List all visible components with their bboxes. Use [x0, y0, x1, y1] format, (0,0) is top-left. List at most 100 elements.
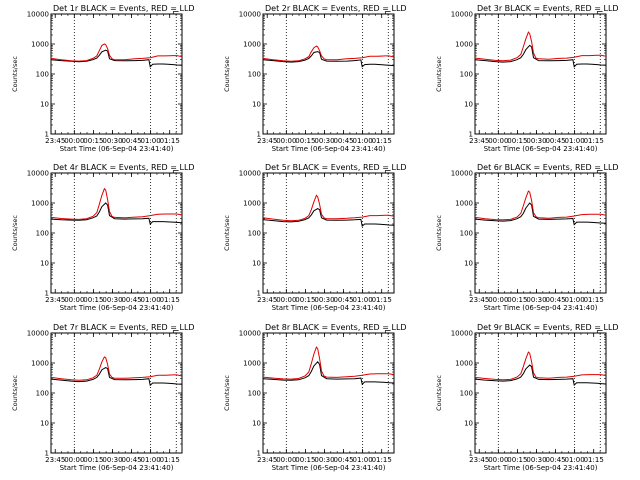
- y-tick-label: 1000: [243, 200, 261, 208]
- chart-panel-1: Det 1r BLACK = Events, RED = LLD⌐ 1 10 100 1…: [11, 4, 195, 153]
- x-tick-label: 00:15: [295, 296, 315, 304]
- corner-marker: ⌐: [384, 167, 392, 177]
- x-tick-label: 01:00: [141, 296, 161, 304]
- x-tick-label: 23:45: [257, 296, 277, 304]
- chart-panel-9: Det 9r BLACK = Events, RED = LLD⌐ 1 10 100 1…: [435, 323, 619, 472]
- x-tick-label: 00:45: [545, 456, 565, 464]
- y-tick-label: 1: [257, 450, 261, 458]
- x-tick-label: 00:00: [64, 456, 84, 464]
- y-axis-label: Counts/sec: [223, 56, 231, 92]
- x-tick-label: 01:00: [565, 296, 585, 304]
- y-tick-label: 1000: [455, 200, 473, 208]
- x-tick-label: 00:45: [545, 296, 565, 304]
- x-tick-label: 23:45: [45, 456, 65, 464]
- chart-title: Det 1r BLACK = Events, RED = LLD: [53, 4, 195, 13]
- x-tick-label: 01:00: [353, 456, 373, 464]
- y-tick-label: 1: [45, 450, 49, 458]
- series-line-events: [262, 208, 395, 228]
- corner-marker: ⌐: [172, 8, 180, 18]
- x-tick-label: 00:00: [488, 456, 508, 464]
- x-axis-label: Start Time (06-Sep-04 23:41:40): [484, 304, 598, 312]
- y-tick-label: 10000: [27, 330, 49, 338]
- y-tick-label: 100: [460, 71, 473, 79]
- x-tick-label: 00:30: [526, 456, 546, 464]
- x-tick-label: 00:30: [102, 296, 122, 304]
- x-tick-label: 00:15: [295, 456, 315, 464]
- chart-panel-7: Det 7r BLACK = Events, RED = LLD⌐ 1 10 100 1…: [11, 323, 195, 472]
- corner-marker: ⌐: [596, 8, 604, 18]
- x-tick-label: 00:30: [314, 456, 334, 464]
- x-tick-label: 00:15: [507, 296, 527, 304]
- plot-frame: [262, 172, 395, 294]
- y-tick-label: 10000: [451, 11, 473, 19]
- x-tick-label: 01:00: [141, 137, 161, 145]
- series-line-events: [474, 202, 607, 226]
- plot-frame: [50, 13, 183, 135]
- chart-title: Det 5r BLACK = Events, RED = LLD: [265, 163, 407, 172]
- chart-title: Det 7r BLACK = Events, RED = LLD: [53, 323, 195, 332]
- series-line-events: [262, 51, 395, 68]
- y-tick-label: 1000: [455, 360, 473, 368]
- y-axis-label: Counts/sec: [11, 375, 19, 411]
- x-tick-label: 01:15: [372, 137, 392, 145]
- y-axis-label: Counts/sec: [435, 375, 443, 411]
- x-tick-label: 00:30: [102, 137, 122, 145]
- y-axis-label: Counts/sec: [223, 215, 231, 251]
- x-tick-label: 00:00: [276, 296, 296, 304]
- y-tick-label: 10000: [451, 170, 473, 178]
- x-tick-label: 00:15: [83, 296, 103, 304]
- plot-frame: [50, 332, 183, 454]
- y-tick-label: 1: [469, 290, 473, 298]
- y-axis-label: Counts/sec: [435, 56, 443, 92]
- series-line-events: [50, 367, 183, 387]
- y-tick-label: 10: [40, 101, 49, 109]
- x-tick-label: 01:00: [565, 456, 585, 464]
- corner-marker: ⌐: [384, 8, 392, 18]
- series-line-events: [474, 44, 607, 68]
- x-tick-label: 01:15: [584, 456, 604, 464]
- y-tick-label: 10: [464, 420, 473, 428]
- plot-frame: [474, 172, 607, 294]
- y-tick-label: 10000: [451, 330, 473, 338]
- x-tick-label: 00:45: [121, 456, 141, 464]
- x-axis-label: Start Time (06-Sep-04 23:41:40): [484, 145, 598, 153]
- y-tick-label: 100: [36, 230, 49, 238]
- y-tick-label: 1: [45, 290, 49, 298]
- y-tick-label: 1: [469, 131, 473, 139]
- corner-marker: ⌐: [596, 327, 604, 337]
- x-tick-label: 00:15: [83, 456, 103, 464]
- y-axis-label: Counts/sec: [11, 215, 19, 251]
- series-line-lld: [262, 45, 395, 62]
- series-line-events: [50, 202, 183, 225]
- series-line-events: [474, 364, 607, 386]
- x-tick-label: 00:30: [102, 456, 122, 464]
- y-tick-label: 10: [40, 420, 49, 428]
- y-tick-label: 1: [257, 131, 261, 139]
- corner-marker: ⌐: [596, 167, 604, 177]
- series-line-events: [262, 361, 395, 386]
- chart-title: Det 9r BLACK = Events, RED = LLD: [477, 323, 619, 332]
- x-axis-label: Start Time (06-Sep-04 23:41:40): [272, 145, 386, 153]
- y-tick-label: 100: [460, 390, 473, 398]
- y-tick-label: 100: [460, 230, 473, 238]
- y-tick-label: 1: [257, 290, 261, 298]
- y-tick-label: 10000: [239, 330, 261, 338]
- series-line-lld: [262, 346, 395, 380]
- x-tick-label: 23:45: [469, 137, 489, 145]
- y-tick-label: 10000: [239, 170, 261, 178]
- chart-panel-3: Det 3r BLACK = Events, RED = LLD⌐ 1 10 100 1…: [435, 4, 619, 153]
- chart-title: Det 2r BLACK = Events, RED = LLD: [265, 4, 407, 13]
- corner-marker: ⌐: [172, 167, 180, 177]
- x-tick-label: 00:30: [526, 137, 546, 145]
- y-tick-label: 100: [36, 71, 49, 79]
- x-tick-label: 00:00: [488, 296, 508, 304]
- chart-title: Det 3r BLACK = Events, RED = LLD: [477, 4, 619, 13]
- y-tick-label: 1000: [31, 41, 49, 49]
- y-tick-label: 1000: [243, 360, 261, 368]
- x-tick-label: 23:45: [45, 296, 65, 304]
- x-axis-label: Start Time (06-Sep-04 23:41:40): [272, 464, 386, 472]
- x-tick-label: 00:30: [526, 296, 546, 304]
- plot-frame: [474, 332, 607, 454]
- x-tick-label: 01:15: [584, 137, 604, 145]
- y-axis-label: Counts/sec: [11, 56, 19, 92]
